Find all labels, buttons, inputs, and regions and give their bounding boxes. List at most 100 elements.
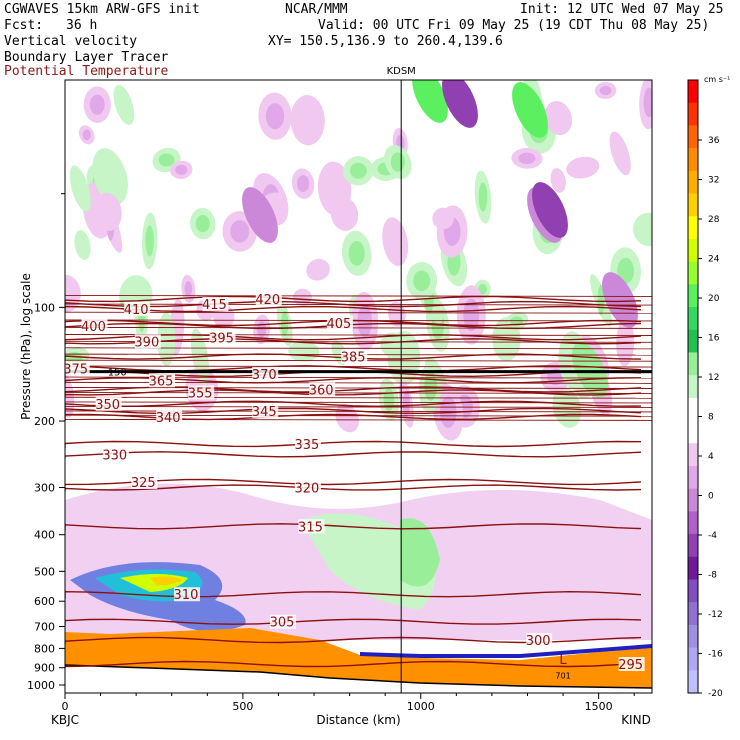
colorbar-tick-label: 16 [708, 334, 720, 344]
theta-line-335 [65, 440, 642, 448]
updraft-core [478, 283, 488, 295]
colorbar-swatch [688, 556, 698, 580]
strong-motion-feature [442, 80, 478, 128]
colorbar-swatch [688, 238, 698, 263]
theta-label-360: 360 [309, 383, 334, 398]
updraft-core [383, 387, 395, 412]
plot-frame [64, 79, 653, 694]
terrain-surface-line [65, 664, 652, 689]
y-tick-label: 100 [34, 301, 55, 314]
theta-label-310: 310 [174, 588, 199, 603]
colorbar-tick-label: 4 [708, 452, 714, 462]
colorbar-swatch [688, 329, 698, 353]
downdraft-cell [94, 192, 122, 231]
y-tick-label: 900 [34, 662, 55, 675]
theta-line [65, 387, 652, 389]
theta-line [65, 326, 652, 329]
theta-label-335: 335 [295, 438, 320, 453]
theta-label-365: 365 [149, 374, 174, 389]
colorbar-swatch [688, 193, 698, 217]
theta-label-390: 390 [134, 335, 159, 350]
colorbar-swatch [688, 80, 698, 104]
downdraft-cell [306, 258, 330, 281]
y-tick-label: 300 [34, 482, 55, 495]
colorbar-swatch [688, 102, 698, 126]
theta-label-305: 305 [270, 616, 295, 631]
updraft-cell [633, 212, 652, 247]
colorbar-swatch [688, 647, 698, 671]
strong-motion-feature [512, 82, 548, 138]
theta-line-305 [65, 618, 642, 626]
valid-time: Valid: 00 UTC Fri 09 May 25 (19 CDT Thu … [318, 18, 710, 33]
downdraft-core [82, 129, 91, 141]
updraft-cell [113, 84, 135, 125]
y-tick-label: 600 [34, 595, 55, 608]
theta-line-365 [65, 377, 642, 385]
updraft-core [158, 153, 175, 167]
x-tick-label: 0 [62, 700, 69, 713]
colorbar-unit: cm s⁻¹ [704, 75, 730, 84]
left-station-label: KBJC [51, 713, 79, 727]
theta-label-385: 385 [341, 351, 366, 366]
colorbar-tick-label: 20 [708, 294, 720, 304]
updraft-core [195, 214, 210, 233]
theta-label-405: 405 [327, 317, 352, 332]
updraft-cell [288, 341, 320, 362]
model-title: CGWAVES 15km ARW-GFS init [4, 2, 200, 17]
updraft-core [390, 152, 405, 172]
colorbar-tick-label: -8 [708, 571, 717, 581]
downdraft-core [265, 103, 285, 130]
downdraft-cell [566, 156, 600, 179]
init-time: Init: 12 UTC Wed 07 May 25 [520, 2, 724, 17]
theta-line-320 [65, 484, 642, 492]
downdraft-core [599, 85, 612, 96]
downdraft-cell [550, 168, 566, 193]
theta-line-295 [65, 660, 642, 669]
org-label: NCAR/MMM [285, 2, 348, 17]
downdraft-cell [293, 288, 312, 306]
downdraft-core [463, 298, 480, 332]
theta-line [65, 396, 652, 399]
field-potential-temperature: Potential Temperature [4, 64, 169, 79]
colorbar-swatch [688, 261, 698, 285]
theta-label-400: 400 [81, 320, 106, 335]
colorbar-swatch [688, 375, 698, 399]
updraft-cell [92, 148, 128, 205]
x-tick-label: 1000 [407, 700, 435, 713]
tropopause-label: 150 [108, 368, 127, 379]
updraft-core [145, 225, 154, 257]
colorbar-swatch [688, 125, 698, 149]
downdraft-core [402, 390, 410, 418]
downdraft-cell [544, 101, 572, 136]
downdraft-core [230, 220, 250, 243]
colorbar-tick-label: 32 [708, 176, 719, 186]
downdraft-cell [382, 217, 409, 266]
colorbar-tick-label: -16 [708, 650, 723, 660]
strong-motion-feature [412, 80, 448, 123]
theta-line [65, 401, 652, 404]
plume-core-peak [150, 576, 183, 586]
colorbar-tick-label: 12 [708, 373, 719, 383]
x-tick-label: 500 [232, 700, 253, 713]
field-vertical-velocity: Vertical velocity [4, 34, 138, 49]
theta-line [65, 391, 652, 394]
colorbar-swatch [688, 624, 698, 649]
theta-line [65, 340, 652, 343]
colorbar-tick-label: -20 [708, 689, 723, 699]
downdraft-core [175, 164, 188, 175]
downdraft-core [89, 94, 105, 115]
theta-label-330: 330 [102, 448, 127, 463]
station-marker-label: KDSM [387, 66, 416, 77]
strong-motion-feature [602, 272, 638, 328]
colorbar-swatch [688, 216, 698, 240]
colorbar-frame [687, 79, 699, 694]
colorbar-swatch [688, 443, 698, 467]
forecast-label: Fcst: [4, 18, 44, 33]
downdraft-cell [609, 131, 631, 176]
low-pressure-value: 701 [555, 671, 570, 680]
cross-section-coordinates: XY= 150.5,136.9 to 260.4,139.6 [268, 34, 503, 49]
y-tick-label: 1000 [27, 679, 55, 692]
downdraft-core [518, 152, 536, 164]
theta-label-315: 315 [298, 520, 323, 535]
